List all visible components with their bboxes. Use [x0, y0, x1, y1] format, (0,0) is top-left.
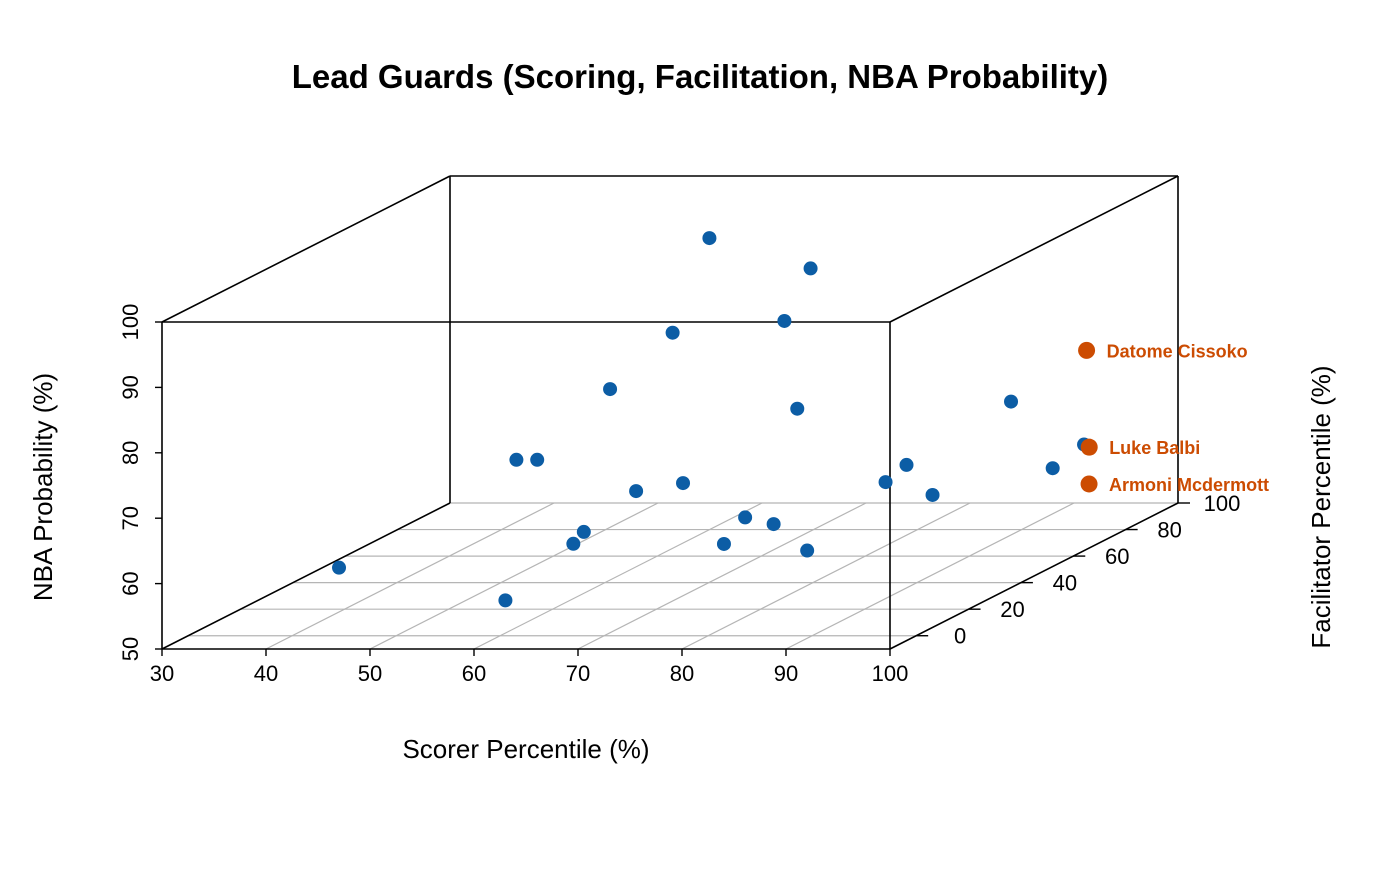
data-point [738, 510, 753, 525]
x-tick-label: 40 [254, 661, 278, 686]
data-point [803, 261, 818, 276]
x-tick-label: 30 [150, 661, 174, 686]
data-point [716, 536, 731, 551]
highlight-point [1080, 475, 1098, 493]
box-edge [889, 175, 1179, 323]
x-tick-label: 100 [872, 661, 909, 686]
z-tick-label: 100 [118, 304, 143, 341]
floor-grid-line-x [473, 502, 763, 650]
floor-grid-line-x [577, 502, 867, 650]
y-axis-label: Facilitator Percentile (%) [1306, 365, 1336, 648]
z-tick-label: 70 [118, 506, 143, 530]
data-point [878, 475, 893, 490]
grid-lines [161, 502, 1179, 650]
x-axis-label: Scorer Percentile (%) [402, 734, 649, 764]
data-point [530, 452, 545, 467]
highlight-point [1078, 341, 1096, 359]
x-tick-label: 60 [462, 661, 486, 686]
data-point [603, 382, 618, 397]
box-edge [889, 502, 1179, 650]
data-point [676, 476, 691, 491]
data-point [800, 543, 815, 558]
data-point [498, 593, 513, 608]
data-point [899, 457, 914, 472]
data-point [925, 487, 940, 502]
data-point [790, 401, 805, 416]
floor-grid-line-x [785, 502, 1075, 650]
y-tick-label: 60 [1105, 544, 1129, 569]
data-point [566, 536, 581, 551]
data-point [665, 325, 680, 340]
y-tick-label: 100 [1204, 491, 1241, 516]
z-tick-label: 60 [118, 571, 143, 595]
chart-title: Lead Guards (Scoring, Facilitation, NBA … [291, 58, 1109, 95]
z-tick-label: 80 [118, 441, 143, 465]
data-point [1045, 461, 1060, 476]
data-point [777, 313, 792, 328]
x-tick-label: 80 [670, 661, 694, 686]
data-point [702, 231, 717, 246]
x-tick-label: 50 [358, 661, 382, 686]
data-point [332, 560, 347, 575]
data-points: Datome Cissoko Luke Balbi Armoni Mcdermott [332, 231, 1269, 608]
tick-labels: 30 40 50 60 70 80 90 100 50 60 70 80 90 100 0 20 40 60 80 1… [118, 304, 1241, 686]
floor-grid-line-x [681, 502, 971, 650]
box-edge [161, 175, 451, 323]
data-point [766, 517, 781, 532]
floor-grid-line-x [369, 502, 659, 650]
box-edge [161, 502, 451, 650]
z-tick-label: 50 [118, 637, 143, 661]
point-label: Datome Cissoko [1107, 341, 1248, 361]
z-axis-label: NBA Probability (%) [28, 373, 58, 601]
z-tick-label: 90 [118, 375, 143, 399]
point-label: Luke Balbi [1109, 438, 1200, 458]
y-tick-label: 0 [954, 624, 966, 649]
floor-grid-line-x [265, 502, 555, 650]
data-point [1004, 394, 1019, 409]
point-label: Armoni Mcdermott [1109, 475, 1269, 495]
y-tick-label: 40 [1053, 571, 1077, 596]
x-tick-label: 90 [774, 661, 798, 686]
data-point [509, 452, 524, 467]
y-tick-label: 80 [1157, 518, 1181, 543]
axes-box [161, 175, 1179, 650]
y-tick-label: 20 [1000, 597, 1024, 622]
data-point [576, 524, 591, 539]
highlight-point [1080, 438, 1098, 456]
data-point [629, 484, 644, 499]
x-tick-label: 70 [566, 661, 590, 686]
